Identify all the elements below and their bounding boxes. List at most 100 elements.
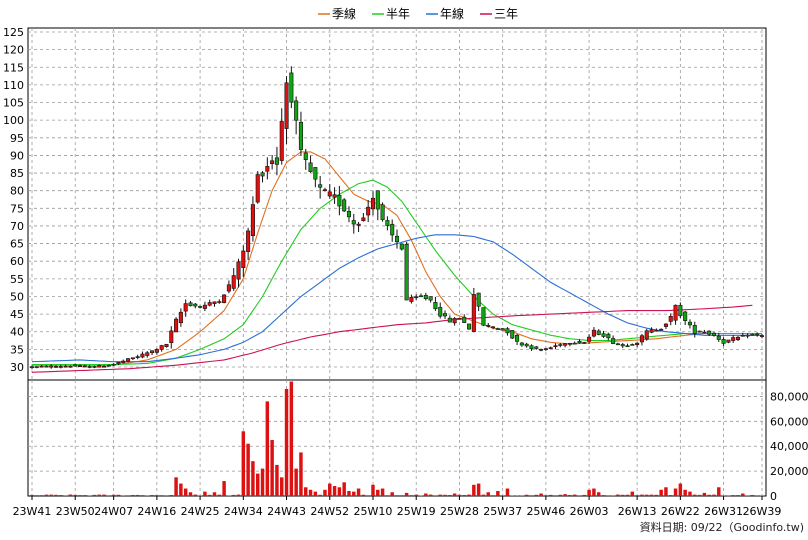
candle-56 [298,111,303,156]
candle-12 [87,365,92,369]
volume-bar-6 [59,495,63,496]
candle-43 [236,258,241,288]
candle-147 [735,335,741,342]
volume-bar-66 [347,491,351,496]
price-grid-horizontal [28,31,766,368]
volume-bar-147 [736,495,740,496]
candle-body-82 [423,294,428,300]
candle-15 [102,364,107,368]
candle-64 [337,185,342,216]
volume-bar-80 [414,494,418,496]
candle-122 [615,342,620,346]
candle-body-129 [649,329,654,333]
candle-body-94 [481,307,486,326]
candle-body-87 [447,317,452,323]
candle-50 [270,155,275,170]
candle-40 [222,294,227,304]
candle-body-10 [77,365,83,368]
volume-bar-98 [500,495,505,496]
candle-body-141 [707,330,712,335]
volume-bar-99 [505,488,510,496]
candle-80 [414,294,419,300]
price-tick-label-9: 75 [10,202,24,215]
candle-body-24 [145,352,150,356]
candle-121 [611,335,616,345]
candle-7 [63,364,68,368]
x-tick-label-8: 25W10 [354,505,393,518]
candle-86 [442,310,448,319]
volume-bar-30 [174,477,178,496]
candle-126 [635,342,640,348]
x-tick-label-15: 26W22 [661,505,700,518]
x-tick-label-6: 24W43 [267,505,306,518]
candle-body-151 [755,333,760,336]
candle-38 [212,301,217,307]
candle-body-136 [683,311,688,321]
candle-31 [178,308,183,327]
volume-bar-140 [702,492,707,496]
x-tick-label-17: 26W39 [743,505,782,518]
volume-bar-86 [443,494,447,496]
volume-bar-29 [169,495,174,496]
candle-body-68 [356,223,361,226]
candle-body-106 [539,348,544,351]
candle-body-73 [380,204,385,220]
volume-bars [30,381,764,497]
candle-body-22 [135,356,140,358]
candle-body-95 [486,325,491,327]
candle-body-30 [174,318,179,333]
volume-tick-label-1: 20,000 [770,465,808,478]
volume-bar-10 [78,495,82,496]
volume-tick-label-3: 60,000 [770,415,808,428]
volume-bar-74 [385,495,390,496]
price-tick-label-17: 115 [3,61,24,74]
legend-label-1: 半年 [386,7,410,21]
volume-bar-144 [721,495,726,497]
candle-body-71 [370,197,376,210]
candle-115 [582,341,587,344]
candle-123 [620,342,625,349]
volume-bar-24 [145,495,149,497]
candle-body-13 [92,366,97,368]
candle-14 [97,364,102,368]
candle-113 [572,341,577,345]
candle-21 [130,357,135,360]
volume-bar-18 [116,494,121,496]
candle-body-26 [154,349,159,353]
candle-26 [154,348,159,355]
candle-145 [726,339,731,344]
volume-bar-53 [284,388,289,496]
volume-bar-93 [476,483,481,496]
volume-bar-37 [207,494,212,496]
candle-body-42 [231,275,236,289]
price-tick-label-7: 65 [10,238,24,251]
candle-body-80 [414,296,419,299]
volume-bar-123 [620,494,625,496]
candle-body-88 [452,318,457,324]
candle-136 [683,310,688,325]
price-tick-label-14: 100 [3,114,24,127]
candle-39 [217,299,222,304]
candle-4 [49,364,54,369]
price-tick-label-5: 55 [10,273,24,286]
candle-body-53 [284,82,289,129]
candle-body-31 [178,311,183,324]
candle-body-111 [563,343,568,346]
candle-148 [740,332,745,337]
candle-body-103 [524,343,529,347]
price-plot-frame [27,27,767,381]
volume-bar-133 [669,495,673,496]
candle-140 [702,329,707,334]
volume-bar-92 [472,484,476,496]
candle-27 [159,344,164,352]
x-tick-label-9: 25W19 [397,505,436,518]
volume-bar-71 [371,484,375,496]
volume-bar-91 [467,494,471,496]
candle-88 [452,317,457,326]
candle-body-17 [111,363,116,366]
volume-bar-83 [428,494,433,496]
price-tick-label-13: 95 [10,132,24,145]
volume-bar-65 [342,482,346,496]
